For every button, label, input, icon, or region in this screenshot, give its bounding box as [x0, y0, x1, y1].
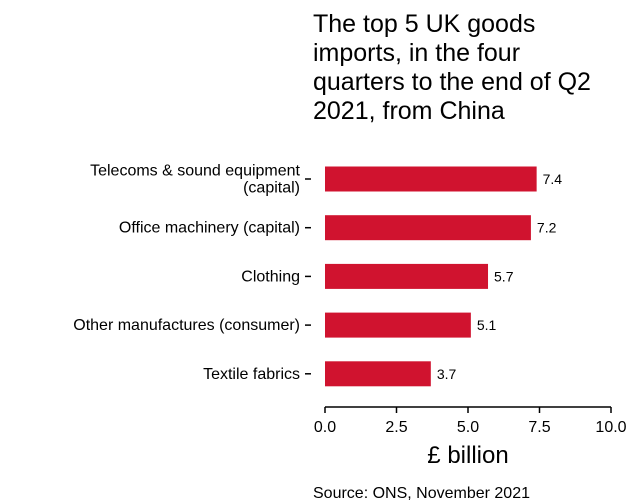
category-label: Other manufactures (consumer) — [73, 317, 300, 334]
bar — [325, 263, 489, 289]
x-tick-label: 0.0 — [314, 419, 336, 436]
data-label: 3.7 — [437, 366, 457, 382]
x-tick-label: 5.0 — [457, 419, 479, 436]
bar — [325, 312, 471, 338]
x-tick-label: 2.5 — [385, 419, 407, 436]
category-label: Textile fabrics — [203, 366, 300, 383]
source-note: Source: ONS, November 2021 — [313, 485, 530, 502]
chart-title-line: The top 5 UK goods — [313, 10, 535, 38]
category-label: (capital) — [243, 180, 300, 197]
category-label: Office machinery (capital) — [119, 220, 300, 237]
bar — [325, 166, 537, 192]
chart-title-line: imports, in the four — [313, 39, 520, 67]
x-tick-label: 10.0 — [595, 419, 626, 436]
data-label: 5.7 — [494, 268, 514, 284]
data-label: 7.2 — [537, 220, 557, 236]
category-label: Clothing — [241, 268, 300, 285]
x-tick-label: 7.5 — [528, 419, 550, 436]
data-label: 5.1 — [477, 317, 497, 333]
chart-title-line: quarters to the end of Q2 — [313, 68, 591, 96]
x-axis-label: £ billion — [427, 442, 508, 469]
bar — [325, 361, 431, 387]
data-label: 7.4 — [543, 171, 563, 187]
bar — [325, 215, 531, 241]
category-label: Telecoms & sound equipment — [90, 163, 300, 180]
chart-title-line: 2021, from China — [313, 97, 505, 125]
